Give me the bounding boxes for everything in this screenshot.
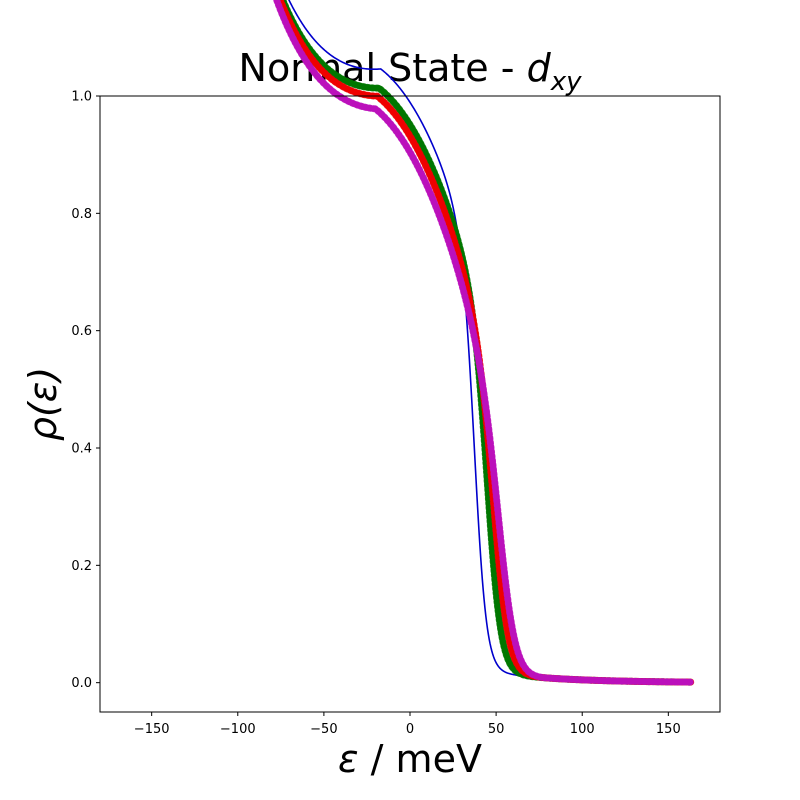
x-axis-label-symbol: ε	[338, 737, 359, 781]
chart-title-text: Normal State -	[239, 46, 527, 90]
y-axis-ticks: 0.0 0.2 0.4 0.6 0.8 1.0	[71, 90, 100, 691]
x-tick-label: −50	[310, 722, 337, 737]
x-axis-ticks: −150 −100 −50 0 50 100 150	[134, 712, 681, 737]
x-tick-label: −150	[134, 722, 170, 737]
y-axis-label: ρ(ε)	[21, 367, 65, 441]
y-tick-label: 0.6	[71, 324, 92, 339]
x-tick-label: 150	[656, 722, 681, 737]
series-line-blue	[288, 0, 692, 683]
x-tick-label: 50	[488, 722, 505, 737]
chart-title-subscript: xy	[550, 67, 582, 97]
y-tick-label: 0.4	[71, 442, 92, 457]
x-axis-label-text: / meV	[359, 737, 482, 781]
y-tick-label: 0.8	[71, 207, 92, 222]
series-markers-magenta	[272, 0, 695, 686]
chart-title-symbol: d	[527, 46, 552, 90]
x-tick-label: 100	[570, 722, 595, 737]
chart-title: Normal State - dxy	[239, 46, 583, 97]
x-tick-label: 0	[406, 722, 414, 737]
x-axis-label: ε / meV	[338, 737, 482, 781]
x-tick-label: −100	[220, 722, 256, 737]
plot-area	[272, 0, 695, 686]
plot-frame	[99, 95, 721, 713]
y-tick-label: 1.0	[71, 90, 92, 105]
y-tick-label: 0.0	[71, 676, 92, 691]
y-tick-label: 0.2	[71, 559, 92, 574]
